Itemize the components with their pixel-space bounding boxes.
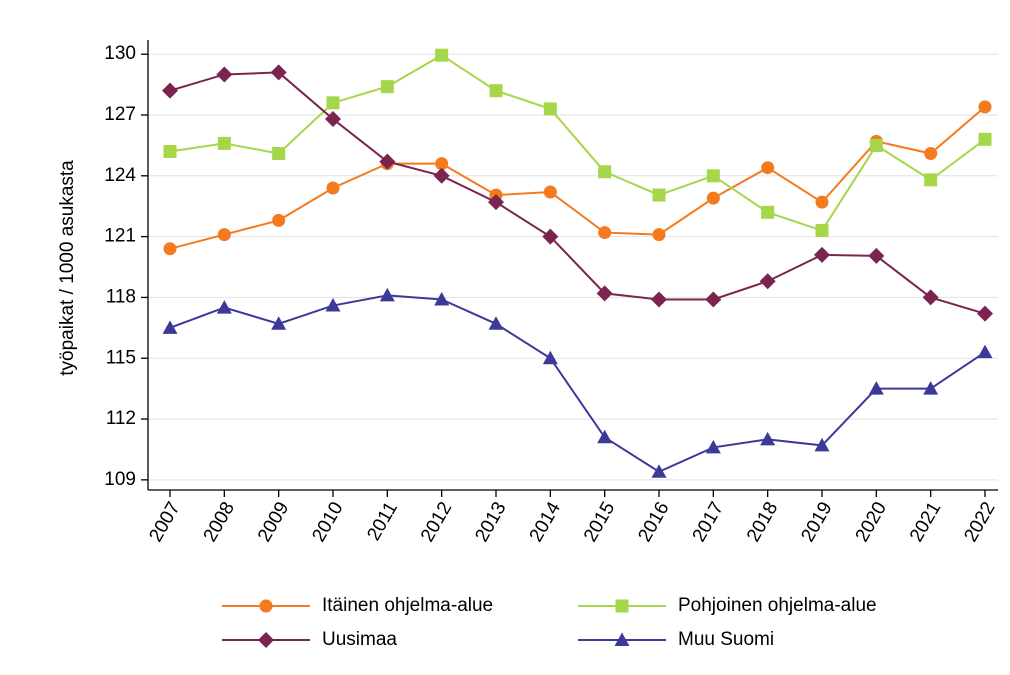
data-point <box>815 224 829 238</box>
legend-marker <box>259 599 273 613</box>
x-tick-label: 2007 <box>145 499 184 546</box>
data-point <box>163 144 177 158</box>
series-line <box>169 54 986 232</box>
legend-marker <box>614 632 630 646</box>
x-tick-label: 2011 <box>363 499 402 545</box>
data-point <box>434 291 450 306</box>
y-tick-label: 112 <box>106 408 136 429</box>
data-point <box>596 285 613 302</box>
data-point <box>759 273 776 290</box>
legend-label: Itäinen ohjelma-alue <box>322 595 493 616</box>
data-point <box>542 228 559 245</box>
x-tick-label: 2015 <box>580 499 619 546</box>
data-point <box>271 316 287 330</box>
data-point <box>922 289 939 306</box>
data-point <box>814 437 830 452</box>
y-tick-label: 115 <box>106 347 136 368</box>
data-point <box>652 188 666 202</box>
data-point <box>163 242 177 256</box>
data-point <box>868 247 885 264</box>
data-point <box>433 167 450 184</box>
legend-label: Pohjoinen ohjelma-alue <box>678 595 877 616</box>
data-point <box>380 80 394 94</box>
y-tick-label: 127 <box>104 104 136 125</box>
data-point <box>543 185 557 199</box>
data-point <box>869 138 883 152</box>
data-point <box>761 161 775 175</box>
x-tick-label: 2009 <box>254 499 293 546</box>
data-point <box>272 213 286 227</box>
data-point <box>379 287 395 302</box>
data-point <box>815 195 829 209</box>
data-point <box>705 291 722 308</box>
y-tick-label: 124 <box>104 165 136 186</box>
data-point <box>489 84 503 98</box>
data-point <box>977 344 993 359</box>
data-point <box>652 228 666 242</box>
data-point <box>761 205 775 219</box>
data-point <box>760 431 776 446</box>
data-point <box>435 48 449 62</box>
data-point <box>706 169 720 183</box>
data-point <box>543 102 557 116</box>
data-point <box>598 165 612 179</box>
data-point <box>435 157 449 171</box>
y-axis-label: työpaikat / 1000 asukasta <box>57 160 78 376</box>
data-point <box>651 464 667 478</box>
data-point <box>597 429 613 444</box>
data-point <box>325 298 341 312</box>
data-point <box>924 173 938 187</box>
x-tick-label: 2013 <box>471 499 510 546</box>
legend-label: Uusimaa <box>322 629 397 650</box>
x-tick-label: 2020 <box>852 499 891 546</box>
data-point <box>270 64 287 81</box>
data-point <box>162 82 178 99</box>
data-point <box>488 316 504 330</box>
series-line <box>169 71 986 315</box>
data-point <box>978 100 992 114</box>
data-point <box>542 350 558 365</box>
data-point <box>326 181 340 195</box>
x-tick-label: 2014 <box>526 498 566 545</box>
data-point <box>705 439 721 454</box>
data-point <box>814 246 830 263</box>
x-tick-label: 2021 <box>906 499 945 546</box>
data-point <box>868 381 884 395</box>
data-point <box>272 147 286 161</box>
data-point <box>162 320 178 334</box>
data-point <box>217 136 231 150</box>
x-tick-label: 2010 <box>308 499 347 546</box>
data-point <box>651 291 667 308</box>
y-tick-label: 130 <box>104 43 136 64</box>
y-tick-label: 118 <box>106 286 136 307</box>
data-point <box>326 96 340 110</box>
data-point <box>216 300 232 314</box>
series-line <box>169 294 986 473</box>
data-point <box>923 381 939 395</box>
x-tick-label: 2016 <box>634 499 673 546</box>
data-point <box>598 226 612 240</box>
x-tick-label: 2008 <box>200 499 239 546</box>
data-point <box>706 191 720 205</box>
legend-label: Muu Suomi <box>678 629 774 650</box>
data-point <box>978 132 992 146</box>
x-tick-label: 2022 <box>960 499 999 546</box>
data-point <box>379 153 396 170</box>
data-point <box>217 228 231 242</box>
y-tick-label: 109 <box>104 469 136 490</box>
series-line <box>169 106 986 250</box>
data-point <box>977 305 993 322</box>
data-point <box>216 66 233 83</box>
data-point <box>325 111 341 128</box>
x-tick-label: 2017 <box>689 499 728 546</box>
data-point <box>488 194 504 211</box>
x-tick-label: 2019 <box>797 499 836 546</box>
data-point <box>924 147 938 161</box>
legend-marker <box>615 599 629 613</box>
x-tick-label: 2018 <box>743 499 782 546</box>
legend-marker <box>258 632 274 648</box>
x-tick-label: 2012 <box>417 499 456 546</box>
y-tick-label: 121 <box>104 226 136 247</box>
